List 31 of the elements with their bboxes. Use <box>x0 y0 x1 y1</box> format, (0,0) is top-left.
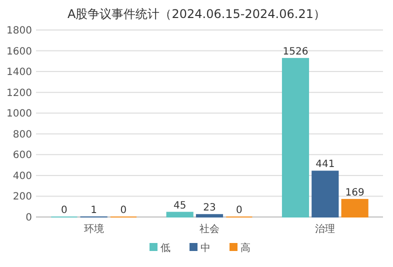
y-tick-label: 1200 <box>6 88 32 99</box>
data-label: 1 <box>90 204 98 216</box>
bar <box>196 214 224 218</box>
chart-title: A股争议事件统计（2024.06.15-2024.06.21） <box>68 7 326 21</box>
bar <box>282 58 310 218</box>
data-label: 0 <box>60 205 68 216</box>
data-label: 23 <box>203 202 216 214</box>
data-label: 169 <box>345 187 364 198</box>
y-tick-label: 1400 <box>6 67 32 78</box>
y-tick-label: 200 <box>12 192 32 203</box>
bar <box>166 212 194 218</box>
data-label: 1526 <box>282 46 308 58</box>
data-label: 0 <box>120 205 127 216</box>
y-tick-label: 400 <box>12 170 32 182</box>
bar <box>312 170 339 218</box>
y-tick-label: 600 <box>12 150 32 162</box>
data-label: 45 <box>173 200 186 212</box>
y-tick-label: 1800 <box>6 26 32 36</box>
y-tick-label: 1000 <box>6 108 32 120</box>
legend-label: 低 <box>160 243 170 254</box>
y-tick-label: 800 <box>12 129 32 140</box>
legend-label: 中 <box>200 242 210 254</box>
bar <box>341 198 368 218</box>
y-tick-label: 1600 <box>6 46 32 58</box>
data-label: 0 <box>236 205 242 216</box>
x-tick-label: 环境 <box>84 223 104 235</box>
y-tick-label: 0 <box>26 212 32 224</box>
x-tick-label: 治理 <box>315 223 336 235</box>
x-tick-label: 社会 <box>200 223 220 235</box>
data-label: 441 <box>316 159 335 170</box>
legend-label: 高 <box>240 242 250 254</box>
